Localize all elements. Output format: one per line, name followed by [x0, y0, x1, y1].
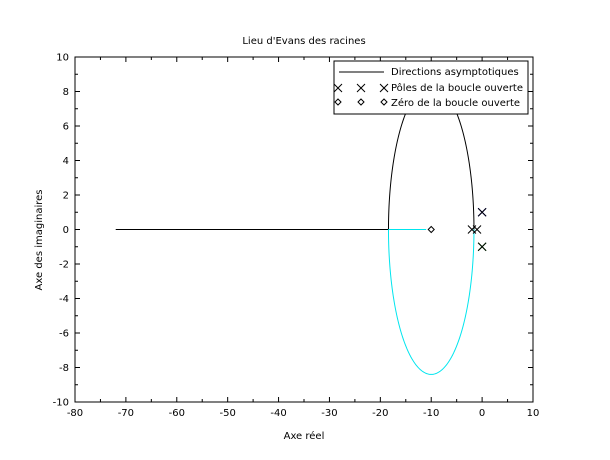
- chart-markers: [427, 207, 487, 252]
- legend-entry-poles: Pôles de la boucle ouverte: [391, 82, 523, 94]
- locus-branch-2: [387, 229, 475, 375]
- chart-series: [115, 84, 475, 375]
- x-axis-label: Axe réel: [284, 430, 325, 442]
- x-tick-label: 0: [479, 408, 485, 419]
- zero-marker: [427, 225, 435, 234]
- legend-diamond-marker-icon: [334, 98, 388, 106]
- x-tick-label: -60: [169, 408, 185, 419]
- legend-box: [333, 60, 529, 115]
- pole-marker: [477, 207, 487, 217]
- legend-entry-asymptotes: Directions asymptotiques: [391, 67, 519, 78]
- y-tick-label: 0: [63, 225, 69, 236]
- chart-title: Lieu d'Evans des racines: [242, 36, 365, 47]
- y-tick-label: 4: [63, 156, 69, 167]
- y-tick-label: -4: [59, 294, 69, 305]
- y-tick-label: 6: [63, 122, 69, 133]
- y-tick-label: -2: [59, 260, 69, 271]
- x-tick-label: -70: [118, 408, 134, 419]
- y-axis-label: Axe des imaginaires: [34, 190, 45, 291]
- x-tick-label: -50: [219, 408, 235, 419]
- y-tick-label: 2: [63, 191, 69, 202]
- x-tick-label: -40: [270, 408, 286, 419]
- y-tick-label: 10: [56, 53, 69, 64]
- pole-marker: [477, 242, 487, 252]
- x-tick-label: -30: [321, 408, 337, 419]
- y-tick-label: -10: [53, 398, 69, 409]
- y-tick-label: -6: [59, 329, 69, 340]
- x-tick-label: -20: [372, 408, 388, 419]
- x-tick-label: 10: [527, 408, 540, 419]
- legend: Directions asymptotiques Pôles de la bou…: [333, 60, 529, 115]
- y-tick-label: -8: [59, 363, 69, 374]
- y-tick-label: 8: [63, 87, 69, 98]
- legend-entry-zeros: Zéro de la boucle ouverte: [391, 97, 520, 109]
- x-tick-label: -10: [423, 408, 439, 419]
- x-tick-label: -80: [67, 408, 83, 419]
- pole-marker: [467, 225, 477, 234]
- legend-x-marker-icon: [333, 83, 389, 93]
- axis-ticks: -80 -70 -60 -50 -40 -30 -20 -10 0 10-10-8-6-4-202…: [53, 53, 540, 420]
